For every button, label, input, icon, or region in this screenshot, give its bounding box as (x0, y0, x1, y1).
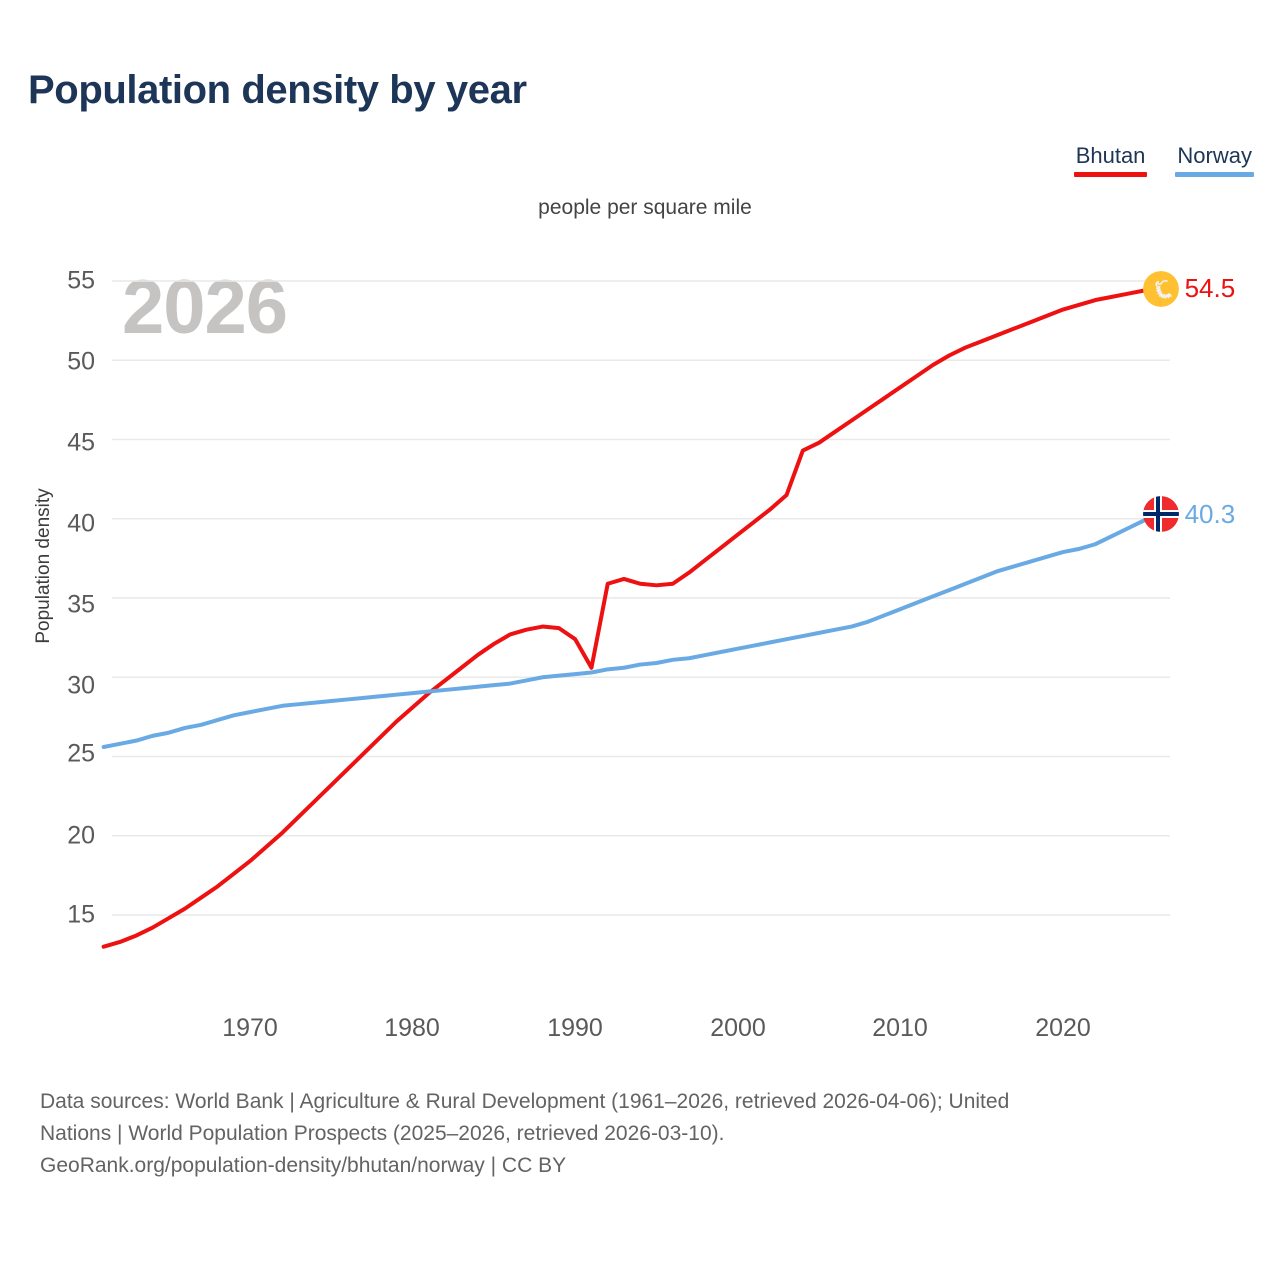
y-tick-40: 40 (67, 509, 95, 538)
x-tick-2020: 2020 (1035, 1014, 1091, 1042)
legend-item-norway[interactable]: Norway (1175, 143, 1254, 178)
y-tick-50: 50 (67, 347, 95, 376)
series-line-bhutan (101, 286, 1163, 949)
gridlines (112, 280, 1170, 916)
x-tick-1980: 1980 (384, 1014, 440, 1042)
bhutan-flag-icon (1142, 270, 1179, 307)
legend-item-bhutan[interactable]: Bhutan (1073, 143, 1148, 178)
y-tick-25: 25 (67, 739, 95, 768)
legend-rule-norway (1175, 172, 1254, 178)
footer-line-3[interactable]: GeoRank.org/population-density/bhutan/no… (40, 1153, 567, 1177)
footer: Data sources: World Bank | Agriculture &… (40, 1086, 1250, 1182)
legend-label-bhutan: Bhutan (1075, 143, 1146, 168)
legend-label-norway: Norway (1177, 143, 1252, 168)
x-tick-2010: 2010 (872, 1014, 928, 1042)
x-tick-2000: 2000 (710, 1014, 766, 1042)
page-title: Population density by year (28, 68, 527, 112)
legend-rule-bhutan (1073, 172, 1148, 178)
endpoint-bhutan[interactable]: 54.5 (1142, 270, 1236, 307)
endpoint-value-norway: 40.3 (1184, 498, 1236, 529)
x-tick-1970: 1970 (222, 1014, 278, 1042)
year-watermark: 2026 (122, 265, 288, 350)
footer-line-1: Data sources: World Bank | Agriculture &… (40, 1090, 1010, 1113)
series-lines (101, 286, 1163, 949)
y-tick-20: 20 (67, 821, 95, 850)
norway-flag-icon (1142, 496, 1179, 532)
footer-line-2: Nations | World Population Prospects (20… (40, 1121, 725, 1145)
y-tick-35: 35 (67, 590, 95, 619)
endpoint-norway[interactable]: 40.3 (1142, 496, 1236, 532)
y-tick-55: 55 (67, 266, 95, 295)
y-tick-15: 15 (67, 900, 95, 929)
y-tick-45: 45 (67, 428, 95, 457)
endpoint-value-bhutan: 54.5 (1184, 273, 1236, 304)
chart-subtitle: people per square mile (538, 196, 752, 219)
series-line-norway (101, 512, 1163, 749)
y-tick-30: 30 (67, 671, 95, 700)
legend: Bhutan Norway (1073, 143, 1254, 178)
x-tick-1990: 1990 (547, 1014, 603, 1042)
